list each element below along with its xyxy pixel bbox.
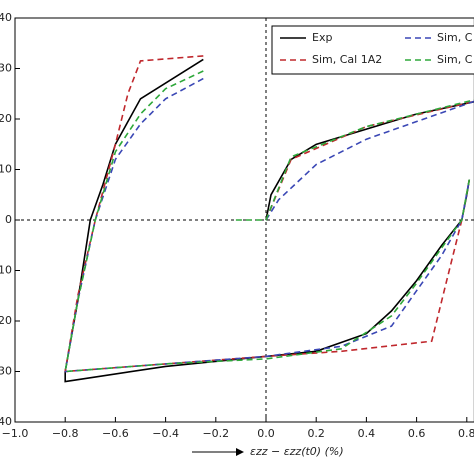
y-tick-label: 20 — [0, 112, 12, 125]
x-tick-label: 0.4 — [358, 427, 376, 440]
x-tick-label: −0.6 — [102, 427, 129, 440]
y-tick-label: 40 — [0, 11, 12, 24]
legend-label: Sim, Cal 1A2 — [312, 53, 382, 66]
x-tick-label: 0.6 — [408, 427, 426, 440]
y-tick-label: 0 — [5, 213, 12, 226]
y-tick-label: 40 — [0, 415, 12, 428]
x-tick-label: −0.2 — [202, 427, 229, 440]
legend-label: Sim, C — [437, 53, 473, 66]
series-line — [64, 77, 474, 373]
x-arrow-head — [236, 448, 244, 456]
x-tick-label: −0.4 — [152, 427, 179, 440]
series-line — [64, 70, 474, 373]
legend-label: Sim, C — [437, 31, 473, 44]
y-tick-label: 30 — [0, 365, 12, 378]
x-tick-label: 0.8 — [458, 427, 474, 440]
x-axis-label: εzz − εzz(t0) (%) — [250, 445, 344, 458]
series-line — [64, 55, 474, 373]
y-tick-label: 10 — [0, 264, 12, 277]
y-tick-label: 10 — [0, 163, 12, 176]
x-tick-label: −1.0 — [2, 427, 29, 440]
legend-box — [271, 25, 474, 75]
y-tick-label: 20 — [0, 314, 12, 327]
x-tick-label: −0.8 — [52, 427, 79, 440]
plot-frame — [14, 17, 474, 423]
x-tick-label: 0.2 — [307, 427, 325, 440]
legend-label: Exp — [312, 31, 332, 44]
x-tick-label: 0.0 — [257, 427, 275, 440]
y-tick-label: 30 — [0, 62, 12, 75]
